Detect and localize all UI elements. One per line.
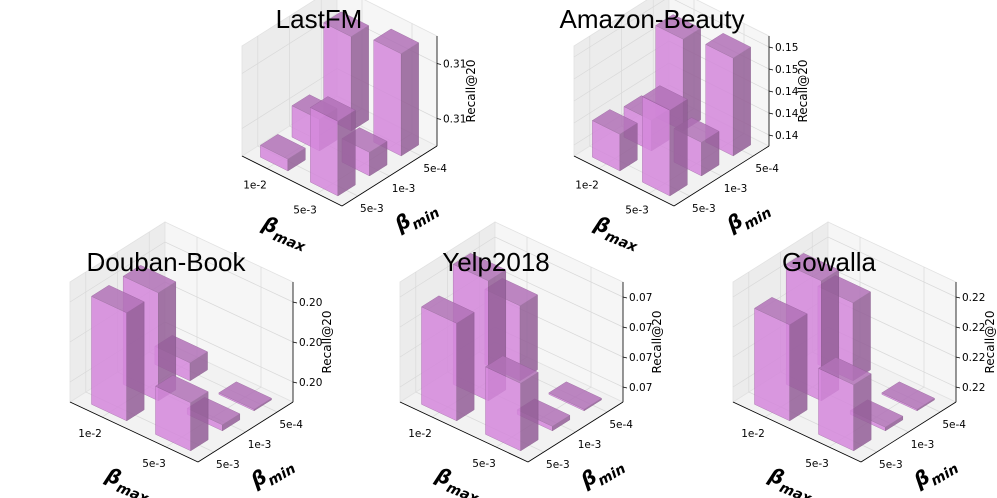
z-tick-label: 0.14 (775, 108, 799, 120)
panel-yelp2018: 1e-25e-3 5e-31e-35e-40.070.070.070.07βmax… (399, 221, 664, 498)
y-tick-label: 1e-3 (248, 439, 272, 451)
z-tick-label: 0.15 (775, 42, 798, 54)
bar-1e-2-5e-3 (259, 134, 306, 172)
y-axis-label: βmin (721, 194, 774, 241)
y-tick-label: 5e-4 (609, 419, 633, 431)
z-tick-label: 0.07 (629, 292, 652, 304)
bar-5e-3-5e-4 (218, 381, 273, 412)
y-tick-label: 5e-4 (755, 163, 779, 175)
z-tick-label: 0.22 (962, 322, 985, 334)
bars (259, 11, 420, 197)
bars (90, 265, 273, 452)
y-tick-label: 1e-3 (911, 439, 935, 451)
x-tick-label: 1e-2 (575, 180, 599, 192)
y-tick-label: 5e-3 (546, 459, 570, 471)
z-tick-label: 0.14 (775, 86, 799, 98)
x-tick-label: 5e-3 (293, 205, 317, 217)
y-axis-label: βmin (908, 450, 961, 497)
z-axis-label: Recall@20 (464, 59, 478, 122)
panel-title: Yelp2018 (442, 247, 550, 277)
bar-5e-3-5e-3 (154, 374, 209, 452)
y-tick-label: 5e-3 (216, 459, 240, 471)
panel-title: Amazon-Beauty (560, 4, 745, 34)
z-tick-label: 0.20 (299, 337, 322, 349)
bar-1e-2-5e-3 (753, 297, 808, 422)
x-tick-label: 1e-2 (408, 428, 432, 440)
x-tick-label: 5e-3 (625, 205, 649, 217)
z-tick-label: 0.07 (629, 382, 652, 394)
z-tick-label: 0.14 (775, 130, 799, 142)
bars (753, 253, 936, 452)
x-tick-label: 1e-2 (741, 428, 765, 440)
y-tick-label: 5e-3 (360, 203, 384, 215)
y-tick-label: 5e-3 (879, 459, 903, 471)
panel-gowalla: 1e-25e-3 5e-31e-35e-40.220.220.220.22βmax… (732, 221, 997, 498)
bar-1e-2-5e-3 (420, 295, 475, 422)
axis-edges (732, 282, 957, 463)
z-tick-label: 0.31 (443, 59, 466, 71)
z-axis-label: Recall@20 (650, 310, 664, 373)
x-tick-label: 5e-3 (472, 458, 496, 470)
x-tick-label: 1e-2 (243, 180, 267, 192)
panel-amazon-beauty: 1e-2 5e-3 5e-3 1e-3 5e-4 0.14 0.14 0.14 0.15 0.15… (560, 0, 810, 256)
bar-5e-3-5e-4 (881, 381, 936, 412)
panel-lastfm: 1e-2 5e-3 5e-3 1e-3 5e-4 0.31 0.31 βmax βmin Reca… (241, 0, 478, 256)
x-axis-label: βmax (588, 211, 645, 256)
z-axis-label: Recall@20 (320, 310, 334, 373)
y-axis-label: βmin (389, 194, 442, 241)
panel-douban-book: 1e-25e-3 5e-31e-35e-40.200.200.20βmaxβmin… (69, 221, 334, 498)
z-tick-label: 0.20 (299, 297, 322, 309)
x-tick-label: 5e-3 (142, 458, 166, 470)
y-axis-label: βmin (575, 450, 628, 497)
x-tick-label: 5e-3 (805, 458, 829, 470)
z-tick-label: 0.07 (629, 352, 652, 364)
x-tick-label: 1e-2 (78, 428, 102, 440)
bar-5e-3-5e-3 (817, 357, 872, 452)
z-tick-label: 0.22 (962, 292, 985, 304)
bar-5e-3-5e-3 (309, 96, 356, 197)
y-tick-label: 5e-4 (423, 163, 447, 175)
z-tick-label: 0.15 (775, 64, 798, 76)
z-tick-label: 0.31 (443, 114, 466, 126)
y-tick-label: 1e-3 (724, 183, 748, 195)
bar-5e-3-5e-4 (373, 28, 420, 157)
x-axis-label: βmax (256, 211, 313, 256)
axis-edges (399, 282, 624, 463)
z-tick-label: 0.07 (629, 322, 652, 334)
axis-edges (241, 36, 438, 207)
bar-5e-3-5e-4 (548, 381, 603, 412)
z-tick-label: 0.22 (962, 382, 985, 394)
bars (420, 253, 603, 452)
bar-1e-2-5e-3 (591, 109, 638, 172)
bar-5e-3-5e-3 (484, 355, 539, 452)
z-tick-label: 0.22 (962, 352, 985, 364)
z-tick-label: 0.20 (299, 377, 322, 389)
bar-1e-2-5e-3 (90, 285, 145, 422)
y-tick-label: 5e-4 (279, 419, 303, 431)
bars (591, 14, 752, 197)
y-tick-label: 5e-4 (942, 419, 966, 431)
panel-title: LastFM (276, 4, 363, 34)
y-axis-label: βmin (245, 450, 298, 497)
z-axis-label: Recall@20 (983, 310, 997, 373)
bar-5e-3-5e-3 (641, 85, 688, 197)
y-tick-label: 1e-3 (578, 439, 602, 451)
z-axis-label: Recall@20 (796, 59, 810, 122)
panel-title: Douban-Book (87, 247, 247, 277)
y-tick-label: 1e-3 (392, 183, 416, 195)
panel-title: Gowalla (782, 247, 876, 277)
y-tick-label: 5e-3 (692, 203, 716, 215)
